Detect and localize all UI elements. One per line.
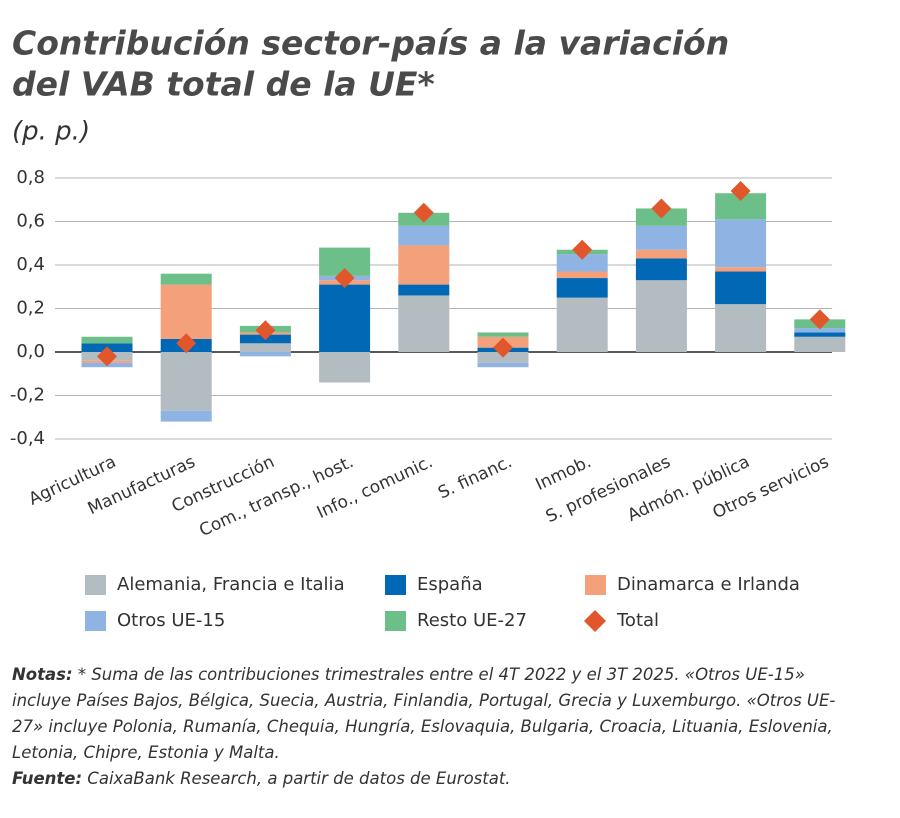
legend-label: Dinamarca e Irlanda <box>617 574 800 595</box>
legend-label: Total <box>616 610 659 631</box>
chart-title: del VAB total de la UE* <box>12 65 435 104</box>
bar-segment <box>398 225 450 246</box>
bar-segment <box>477 332 529 337</box>
bar-segment <box>556 254 608 272</box>
notes-label: Notas: <box>12 665 73 684</box>
notes-text: * Suma de las contribuciones trimestrale… <box>12 665 836 762</box>
legend-swatch <box>385 611 406 631</box>
total-marker <box>572 239 593 260</box>
y-tick-label: 0,4 <box>16 254 45 275</box>
bar-segment <box>794 336 846 352</box>
notes: Notas: * Suma de las contribuciones trim… <box>12 662 862 792</box>
chart: Contribución sector-país a la variación … <box>10 24 846 632</box>
bar-segment <box>81 336 133 344</box>
bar-segment <box>398 245 450 285</box>
bar-segment <box>319 284 371 352</box>
bar-segment <box>398 295 450 352</box>
total-marker <box>493 337 513 358</box>
bar-segment <box>635 258 687 281</box>
total-marker <box>255 320 276 341</box>
legend-marker <box>584 610 606 632</box>
bar-segment <box>160 273 212 285</box>
bar-segment <box>239 352 291 357</box>
y-tick-label: 0,6 <box>16 211 45 232</box>
bar-segment <box>160 352 212 411</box>
y-tick-label: 0,0 <box>16 341 45 362</box>
bar-segment <box>398 284 450 296</box>
source-label: Fuente: <box>12 769 83 788</box>
total-marker <box>809 309 830 330</box>
legend-label: Alemania, Francia e Italia <box>117 574 345 595</box>
source-text: CaixaBank Research, a partir de datos de… <box>82 769 511 788</box>
legend-swatch <box>85 575 106 595</box>
chart-title: Contribución sector-país a la variación <box>12 24 729 63</box>
total-marker <box>730 181 751 202</box>
legend-label: Otros UE-15 <box>117 610 225 631</box>
chart-subtitle: (p. p.) <box>12 117 90 147</box>
legend-label: Resto UE-27 <box>417 610 527 631</box>
bar-segment <box>160 410 212 422</box>
notes-line: Notas: * Suma de las contribuciones trim… <box>12 662 862 766</box>
bar-segment <box>160 284 212 339</box>
bar-segment <box>556 278 608 298</box>
bar-segment <box>715 219 767 268</box>
bar-segment <box>715 267 767 272</box>
legend-swatch <box>385 575 406 595</box>
bar-segment <box>635 280 687 352</box>
total-marker <box>176 333 197 354</box>
bar-segment <box>477 362 529 368</box>
bar-segment <box>239 343 291 352</box>
bar-segment <box>715 304 767 352</box>
bar-segment <box>556 271 608 279</box>
total-marker <box>413 202 434 223</box>
y-tick-label: 0,8 <box>16 167 45 188</box>
total-marker <box>97 346 117 367</box>
bar-segment <box>715 271 767 305</box>
bar-segment <box>794 328 846 333</box>
x-tick-label: S. financ. <box>435 452 515 504</box>
bar-segment <box>794 332 846 337</box>
legend-swatch <box>585 575 606 595</box>
y-tick-label: -0,2 <box>10 385 45 406</box>
bar-segment <box>635 225 687 250</box>
total-marker <box>651 198 672 219</box>
source-line: Fuente: CaixaBank Research, a partir de … <box>12 766 862 792</box>
legend-swatch <box>85 611 106 631</box>
y-tick-label: 0,2 <box>16 298 45 319</box>
bar-segment <box>556 297 608 352</box>
legend-label: España <box>417 574 483 595</box>
bar-segment <box>319 352 371 383</box>
y-tick-label: -0,4 <box>10 428 45 449</box>
total-marker <box>334 268 355 289</box>
bar-segment <box>635 249 687 259</box>
